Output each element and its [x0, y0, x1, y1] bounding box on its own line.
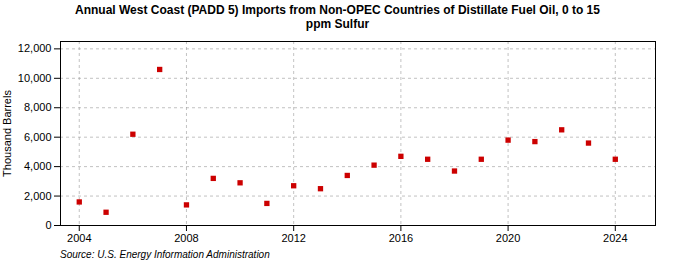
svg-text:4,000: 4,000	[24, 160, 52, 172]
html-text:Source: U.S. Energy Informatio: Source: U.S. Energy Information Administ…	[60, 249, 270, 260]
svg-text:2024: 2024	[603, 232, 627, 244]
svg-text:Thousand Barrels: Thousand Barrels	[1, 90, 13, 177]
svg-text:10,000: 10,000	[18, 72, 52, 84]
svg-text:2004: 2004	[67, 232, 91, 244]
svg-text:6,000: 6,000	[24, 131, 52, 143]
svg-text:2008: 2008	[174, 232, 198, 244]
svg-text:2012: 2012	[281, 232, 305, 244]
svg-text:12,000: 12,000	[18, 42, 52, 54]
svg-text:2020: 2020	[496, 232, 520, 244]
html-text:Annual West Coast (PADD 5) Imp: Annual West Coast (PADD 5) Imports from …	[75, 3, 600, 31]
svg-text:2,000: 2,000	[24, 190, 52, 202]
svg-text:8,000: 8,000	[24, 101, 52, 113]
svg-text:2016: 2016	[389, 232, 413, 244]
svg-text:0: 0	[45, 219, 51, 231]
